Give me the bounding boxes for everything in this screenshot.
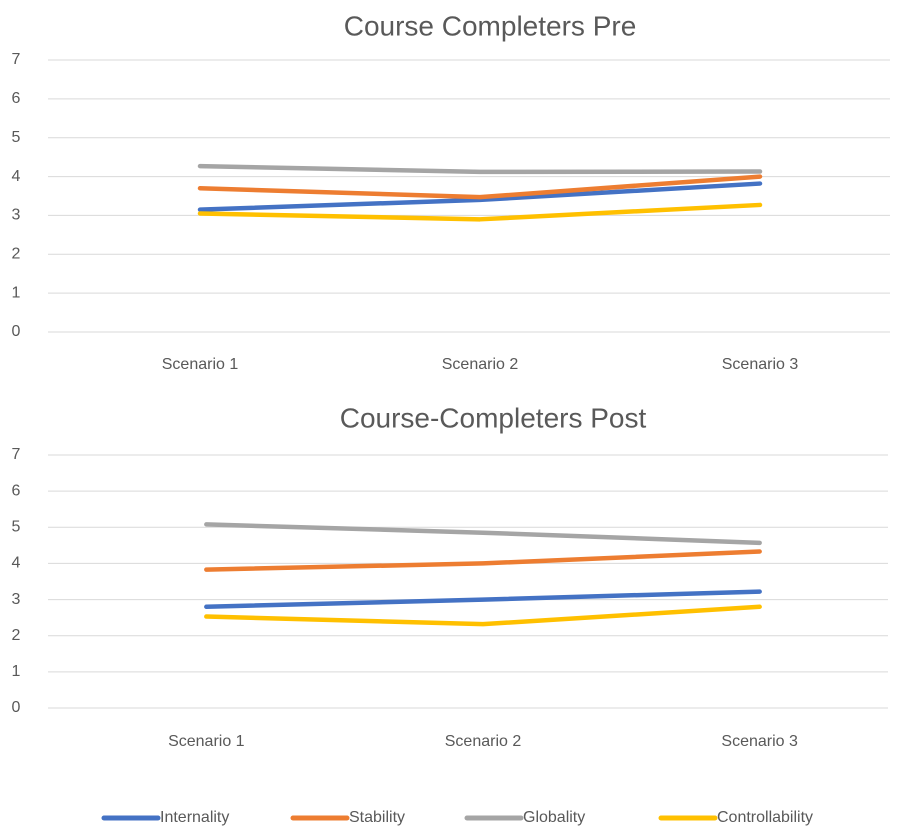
y-tick-label: 7: [12, 446, 21, 463]
y-tick-label: 7: [12, 51, 21, 68]
series-line: [204, 589, 762, 610]
series-line: [204, 604, 762, 627]
y-tick-label: 2: [12, 246, 21, 263]
chart-title: Course Completers Pre: [344, 10, 637, 41]
y-tick-label: 3: [12, 591, 21, 608]
x-tick-label: Scenario 1: [168, 733, 245, 750]
y-tick-label: 0: [12, 323, 21, 340]
chart-title: Course-Completers Post: [340, 402, 647, 433]
y-tick-label: 5: [12, 519, 21, 536]
y-tick-label: 1: [12, 284, 21, 301]
x-tick-label: Scenario 1: [162, 356, 239, 373]
legend-label: Globality: [523, 809, 585, 826]
y-tick-label: 4: [12, 555, 21, 572]
x-tick-label: Scenario 3: [721, 733, 798, 750]
y-tick-label: 2: [12, 627, 21, 644]
series-line: [204, 522, 762, 546]
series-line: [197, 181, 763, 212]
y-tick-label: 1: [12, 663, 21, 680]
legend-label: Stability: [349, 809, 405, 826]
x-tick-label: Scenario 3: [722, 356, 799, 373]
series-line: [204, 549, 762, 572]
y-tick-label: 6: [12, 90, 21, 107]
legend-label: Controllability: [717, 809, 813, 826]
y-tick-label: 6: [12, 482, 21, 499]
series-line: [197, 202, 763, 222]
y-tick-label: 0: [12, 699, 21, 716]
x-tick-label: Scenario 2: [442, 356, 519, 373]
x-tick-label: Scenario 2: [445, 733, 522, 750]
y-tick-label: 3: [12, 207, 21, 224]
series-line: [197, 174, 763, 200]
legend-label: Internality: [160, 809, 229, 826]
y-tick-label: 5: [12, 129, 21, 146]
series-line: [197, 163, 763, 175]
y-tick-label: 4: [12, 168, 21, 185]
